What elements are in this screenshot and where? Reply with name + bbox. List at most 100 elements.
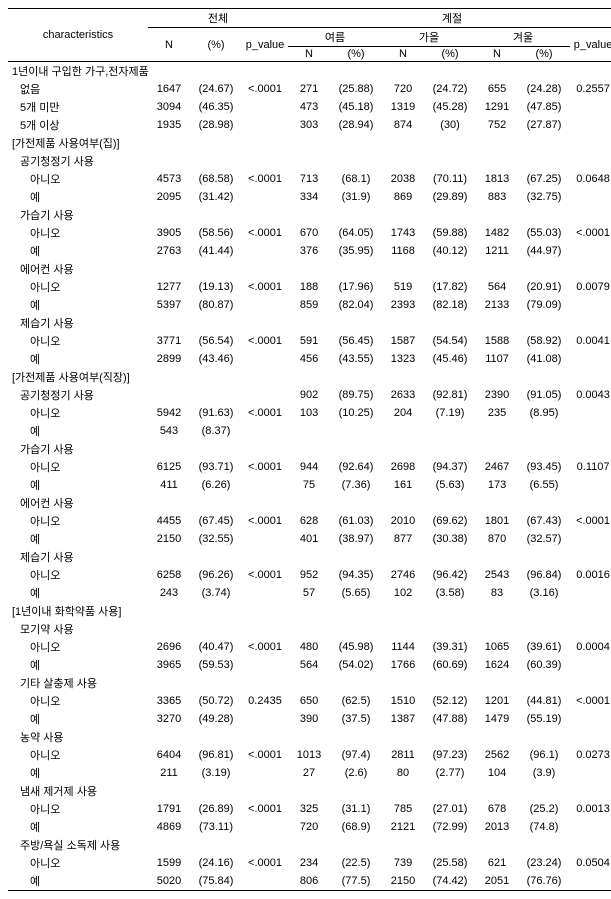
cell-pct: (49.28) <box>190 710 242 728</box>
cell-p: 0.1107 <box>570 458 611 476</box>
cell-pct: (67.43) <box>518 512 570 530</box>
section-header: 가습기 사용 <box>8 206 611 224</box>
cell-pct: (93.71) <box>190 458 242 476</box>
table-row: 아니오1277(19.13)<.0001188(17.96)519(17.82)… <box>8 278 611 296</box>
cell-p <box>570 242 611 260</box>
cell-pct: (22.5) <box>330 854 382 872</box>
table-row: 없음1647(24.67)<.0001271(25.88)720(24.72)6… <box>8 80 611 98</box>
cell-pct: (62.5) <box>330 692 382 710</box>
cell-p: 0.0273 <box>570 746 611 764</box>
table-row: 예243(3.74)57(5.65)102(3.58)83(3.16) <box>8 584 611 602</box>
cell-pct: (94.37) <box>424 458 476 476</box>
cell-n: 1211 <box>476 242 518 260</box>
cell-pct: (38.97) <box>330 530 382 548</box>
cell-p: <.0001 <box>242 332 288 350</box>
cell-n: 204 <box>382 404 424 422</box>
cell-n: 1201 <box>476 692 518 710</box>
cell-n: 4455 <box>148 512 190 530</box>
label: 아니오 <box>8 224 148 242</box>
cell-p: 0.0016 <box>570 566 611 584</box>
cell-n: 2811 <box>382 746 424 764</box>
cell-pct: (94.35) <box>330 566 382 584</box>
cell-p: 0.0504 <box>570 854 611 872</box>
cell-pct: (47.85) <box>518 98 570 116</box>
cell-pct: (23.24) <box>518 854 570 872</box>
cell-n: 785 <box>382 800 424 818</box>
cell-n: 1743 <box>382 224 424 242</box>
section-header: 모기약 사용 <box>8 620 611 638</box>
cell-n: 104 <box>476 764 518 782</box>
section-header: 주방/욕실 소독제 사용 <box>8 836 611 854</box>
cell-n: 235 <box>476 404 518 422</box>
cell-n: 874 <box>382 116 424 134</box>
cell-p <box>570 818 611 836</box>
cell-pct: (28.98) <box>190 116 242 134</box>
section-header: 에어컨 사용 <box>8 260 611 278</box>
cell-pct: (6.55) <box>518 476 570 494</box>
label: 예 <box>8 242 148 260</box>
table-row: 예2095(31.42)334(31.9)869(29.89)883(32.75… <box>8 188 611 206</box>
cell-n: 1319 <box>382 98 424 116</box>
label: 아니오 <box>8 746 148 764</box>
cell-pct: (68.1) <box>330 170 382 188</box>
cell-n: 3094 <box>148 98 190 116</box>
label: 아니오 <box>8 566 148 584</box>
cell-p <box>570 656 611 674</box>
cell-pct: (30) <box>424 116 476 134</box>
cell-pct: (59.53) <box>190 656 242 674</box>
cell-pct: (45.98) <box>330 638 382 656</box>
cell-n: 1510 <box>382 692 424 710</box>
cell-n: 1801 <box>476 512 518 530</box>
table-row: 예3965(59.53)564(54.02)1766(60.69)1624(60… <box>8 656 611 674</box>
cell-p: 0.0013 <box>570 800 611 818</box>
cell-pct: (25.58) <box>424 854 476 872</box>
cell-n: 591 <box>288 332 330 350</box>
cell-n: 234 <box>288 854 330 872</box>
cell-p <box>570 422 611 440</box>
table-body: 1년이내 구입한 가구,전자제품없음1647(24.67)<.0001271(2… <box>8 62 611 891</box>
cell-p: 0.2557 <box>570 80 611 98</box>
cell-pct: (96.81) <box>190 746 242 764</box>
cell-p: 0.0043 <box>570 386 611 404</box>
cell-pct <box>424 422 476 440</box>
cell-n: 2696 <box>148 638 190 656</box>
cell-p <box>242 296 288 314</box>
label: 아니오 <box>8 512 148 530</box>
label: 예 <box>8 584 148 602</box>
cell-p: <.0001 <box>242 746 288 764</box>
cell-n: 2562 <box>476 746 518 764</box>
cell-n: 621 <box>476 854 518 872</box>
table-row: 아니오6125(93.71)<.0001944(92.64)2698(94.37… <box>8 458 611 476</box>
table-row: 아니오4455(67.45)<.0001628(61.03)2010(69.62… <box>8 512 611 530</box>
cell-pct: (41.08) <box>518 350 570 368</box>
cell-pct: (31.1) <box>330 800 382 818</box>
cell-pct: (25.2) <box>518 800 570 818</box>
col-summer: 여름 <box>288 28 382 47</box>
table-row: 아니오3771(56.54)<.0001591(56.45)1587(54.54… <box>8 332 611 350</box>
table-row: 아니오2696(40.47)<.0001480(45.98)1144(39.31… <box>8 638 611 656</box>
label: 예 <box>8 710 148 728</box>
cell-n: 325 <box>288 800 330 818</box>
cell-pct: (45.28) <box>424 98 476 116</box>
cell-p <box>242 530 288 548</box>
label: 예 <box>8 296 148 314</box>
cell-pct: (3.58) <box>424 584 476 602</box>
cell-p: <.0001 <box>570 692 611 710</box>
cell-n: 2095 <box>148 188 190 206</box>
cell-pct: (40.47) <box>190 638 242 656</box>
cell-n: 2390 <box>476 386 518 404</box>
cell-pct: (45.46) <box>424 350 476 368</box>
cell-n: 6258 <box>148 566 190 584</box>
cell-n: 103 <box>288 404 330 422</box>
cell-n: 628 <box>288 512 330 530</box>
label: 아니오 <box>8 278 148 296</box>
cell-p <box>242 98 288 116</box>
cell-pct: (96.84) <box>518 566 570 584</box>
cell-n: 2698 <box>382 458 424 476</box>
cell-n: 678 <box>476 800 518 818</box>
cell-n: 2010 <box>382 512 424 530</box>
table-row: 예411(6.26)75(7.36)161(5.63)173(6.55) <box>8 476 611 494</box>
cell-pct: (2.77) <box>424 764 476 782</box>
cell-p <box>242 242 288 260</box>
cell-pct: (32.55) <box>190 530 242 548</box>
